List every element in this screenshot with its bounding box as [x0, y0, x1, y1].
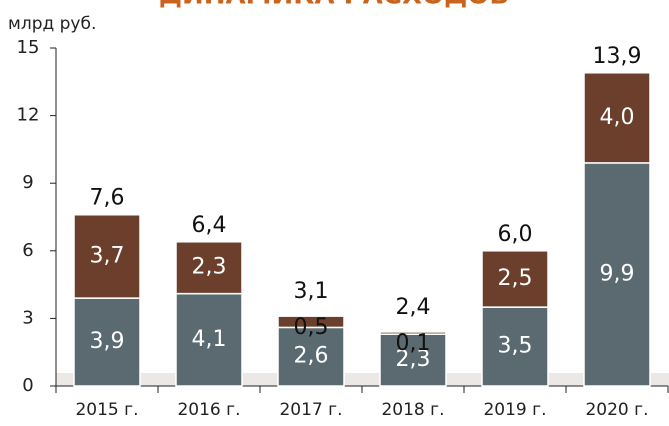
value-label: 4,1: [192, 327, 227, 352]
bar-segment: [583, 72, 651, 164]
bar-segment: [73, 297, 141, 387]
y-tick-label: 15: [17, 37, 40, 58]
bar-segment: [481, 250, 549, 308]
value-label: 3,5: [498, 334, 533, 359]
bar-segment: [277, 315, 345, 329]
bar-segment: [583, 162, 651, 387]
bar-segment: [379, 333, 447, 387]
value-label: 2,6: [294, 344, 329, 369]
chart-title: ДИНАМИКА РАСХОДОВ: [159, 0, 509, 11]
value-label: 9,9: [600, 261, 635, 286]
bar-segment: [277, 326, 345, 387]
value-label: 3,7: [90, 243, 125, 268]
value-label: 2,3: [396, 347, 431, 372]
total-label: 6,0: [498, 222, 533, 247]
total-label: 3,1: [294, 279, 329, 304]
bar-segment: [379, 331, 447, 335]
total-label: 2,4: [396, 295, 431, 320]
bar-segment: [175, 292, 243, 387]
value-label: 2,3: [192, 255, 227, 280]
value-label: 0,5: [294, 315, 329, 340]
x-tick-label: 2019 г.: [483, 400, 546, 420]
x-tick-label: 2017 г.: [279, 400, 342, 420]
y-tick-label: 0: [22, 375, 33, 396]
total-label: 13,9: [593, 44, 642, 69]
x-tick-label: 2020 г.: [585, 400, 648, 420]
y-tick-label: 9: [22, 172, 33, 193]
value-label: 2,5: [498, 266, 533, 291]
value-label: 3,9: [90, 329, 125, 354]
x-tick-label: 2016 г.: [177, 400, 240, 420]
bar-segment: [481, 306, 549, 387]
value-label: 0,1: [396, 331, 431, 356]
x-tick-label: 2015 г.: [75, 400, 138, 420]
bar-segment: [73, 213, 141, 299]
y-axis-label: млрд руб.: [8, 14, 96, 34]
x-tick-label: 2018 г.: [381, 400, 444, 420]
value-label: 4,0: [600, 105, 635, 130]
bar-segment: [175, 241, 243, 295]
y-tick-label: 12: [17, 105, 40, 126]
total-label: 6,4: [192, 213, 227, 238]
y-tick-label: 3: [22, 307, 33, 328]
total-label: 7,6: [90, 186, 125, 211]
baseline-band: [56, 373, 669, 386]
y-tick-label: 6: [22, 240, 33, 261]
